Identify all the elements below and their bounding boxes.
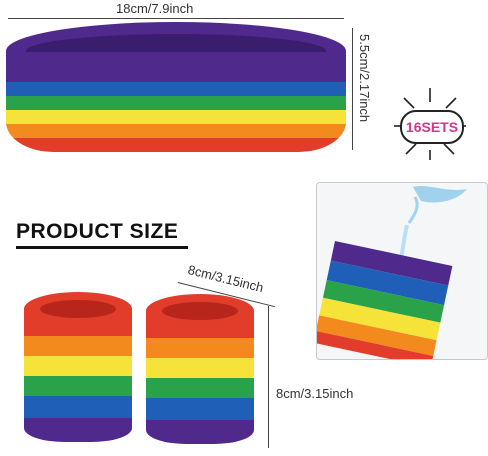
wristband-right xyxy=(146,294,254,444)
wristband-left xyxy=(24,292,132,442)
headband-height-label: 5.5cm/2.17inch xyxy=(357,34,372,123)
wristband-right-opening xyxy=(162,302,238,320)
heading-underline xyxy=(16,246,188,249)
wristband-left-stripes xyxy=(24,308,132,442)
wristband-left-opening xyxy=(40,300,116,318)
headband-height-line xyxy=(352,28,353,150)
inset-photo xyxy=(316,182,488,360)
wristband-height-line xyxy=(268,306,269,448)
headband-width-line xyxy=(8,18,344,19)
headband-stripes xyxy=(6,52,346,152)
wristband-height-label: 8cm/3.15inch xyxy=(276,386,354,401)
wristband-width-label: 8cm/3.15inch xyxy=(186,262,266,296)
starburst-icon xyxy=(394,88,466,160)
headband-width-label: 18cm/7.9inch xyxy=(116,1,194,16)
wristband-right-stripes xyxy=(146,310,254,444)
sets-badge: 16SETS xyxy=(390,84,470,164)
badge-label: 16SETS xyxy=(400,110,464,144)
headband-image xyxy=(6,22,346,154)
product-size-heading: PRODUCT SIZE xyxy=(16,220,179,243)
water-drop-icon xyxy=(317,186,467,359)
